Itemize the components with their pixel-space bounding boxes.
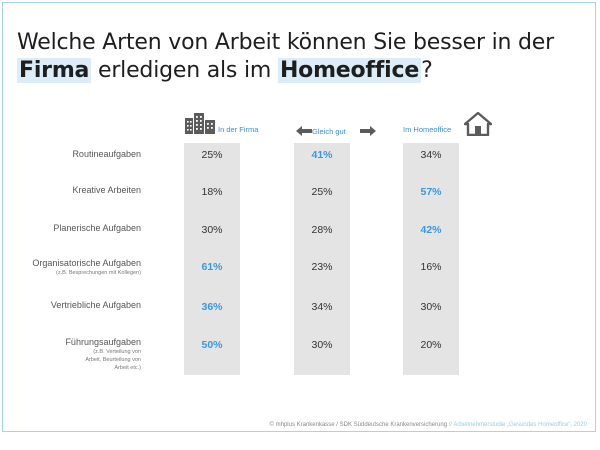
value-fuehrung-gleich: 30%	[311, 339, 333, 351]
title-part-2: erledigen als im	[91, 58, 278, 83]
value-routine-gleich: 41%	[311, 149, 333, 161]
arrow-right-icon	[360, 126, 376, 136]
row-label-fuehrungsaufgaben-main: Führungsaufgaben	[65, 337, 141, 347]
value-fuehrung-homeoffice: 20%	[420, 339, 442, 351]
value-planerisch-firma: 30%	[201, 224, 223, 236]
value-organisatorisch-firma: 61%	[201, 261, 223, 273]
row-label-fuehrungsaufgaben: Führungsaufgaben (z.B. Verteilung von Ar…	[7, 337, 141, 372]
row-label-organisatorische-main: Organisatorische Aufgaben	[32, 258, 141, 268]
column-header-gleich-gut: Gleich gut	[312, 127, 346, 136]
value-kreativ-gleich: 25%	[311, 186, 333, 198]
title-part-1: Welche Arten von Arbeit können Sie besse…	[17, 30, 554, 55]
value-routine-firma: 25%	[201, 149, 223, 161]
value-routine-homeoffice: 34%	[420, 149, 442, 161]
title-highlight-firma: Firma	[17, 58, 92, 83]
building-icon	[185, 113, 215, 134]
footer-study: // Arbeitnehmerstudie „Gesundes Homeoffi…	[447, 422, 587, 428]
arrow-left-icon	[296, 126, 312, 136]
row-sublabel-organisatorische: (z.B. Besprechungen mit Kollegen)	[56, 270, 141, 276]
column-firma	[184, 143, 240, 375]
chart-frame: Welche Arten von Arbeit können Sie besse…	[2, 2, 596, 432]
value-planerisch-gleich: 28%	[311, 224, 333, 236]
source-footer: © mhplus Krankenkasse / SDK Süddeutsche …	[270, 422, 587, 428]
chart-title: Welche Arten von Arbeit können Sie besse…	[17, 29, 587, 85]
value-planerisch-homeoffice: 42%	[420, 224, 442, 236]
value-vertrieb-gleich: 34%	[311, 301, 333, 313]
house-icon	[464, 112, 492, 136]
row-label-routineaufgaben: Routineaufgaben	[72, 149, 141, 159]
value-fuehrung-firma: 50%	[201, 339, 223, 351]
row-sublabel-fuehrungsaufgaben: (z.B. Verteilung von Arbeit, Beurteilung…	[85, 349, 141, 371]
row-label-vertriebliche-aufgaben: Vertriebliche Aufgaben	[50, 300, 141, 310]
title-part-3: ?	[421, 58, 433, 83]
value-kreativ-homeoffice: 57%	[420, 186, 442, 198]
column-header-firma: In der Firma	[218, 125, 259, 134]
value-vertrieb-firma: 36%	[201, 301, 223, 313]
footer-source: © mhplus Krankenkasse / SDK Süddeutsche …	[269, 422, 448, 428]
value-organisatorisch-gleich: 23%	[311, 261, 333, 273]
value-organisatorisch-homeoffice: 16%	[420, 261, 442, 273]
column-homeoffice	[403, 143, 459, 375]
title-highlight-homeoffice: Homeoffice	[277, 58, 422, 83]
value-kreativ-firma: 18%	[201, 186, 223, 198]
value-vertrieb-homeoffice: 30%	[420, 301, 442, 313]
row-label-organisatorische-aufgaben: Organisatorische Aufgaben (z.B. Besprech…	[7, 258, 141, 277]
column-header-homeoffice: Im Homeoffice	[403, 125, 452, 134]
row-label-kreative-arbeiten: Kreative Arbeiten	[72, 185, 141, 195]
column-gleich-gut	[294, 143, 350, 375]
row-label-planerische-aufgaben: Planerische Aufgaben	[53, 223, 141, 233]
